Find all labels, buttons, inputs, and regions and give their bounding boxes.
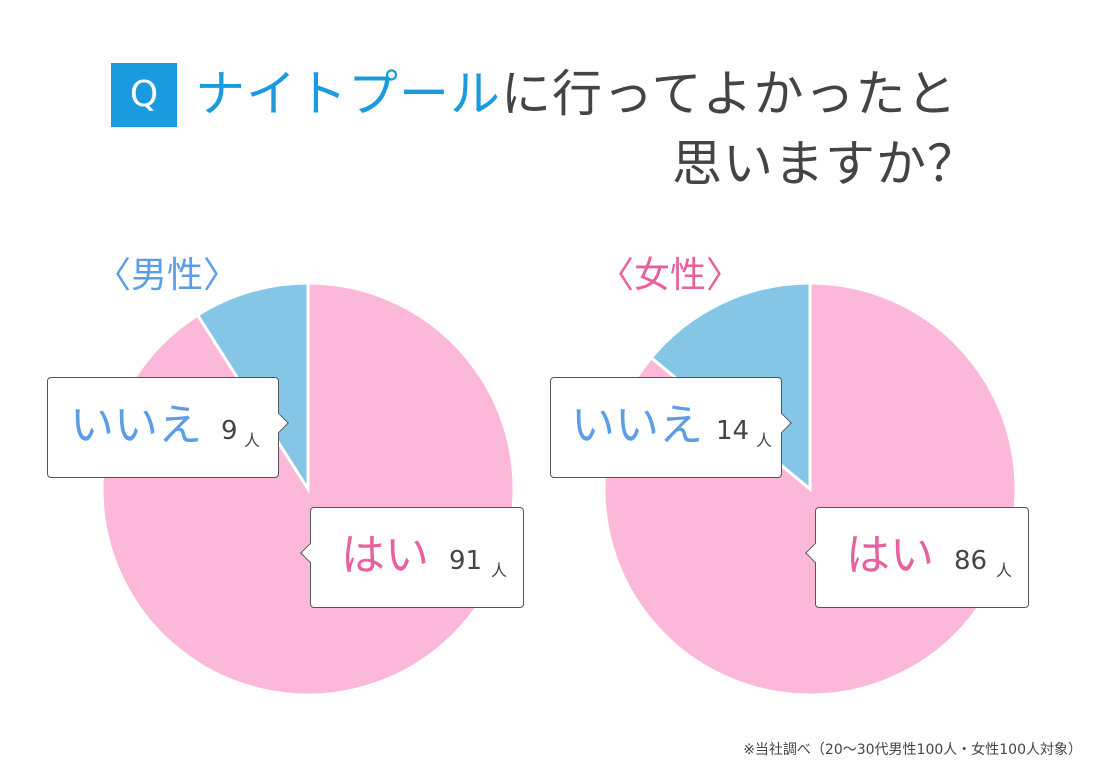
- male-yes-label: はい: [341, 530, 429, 581]
- female-no-value: 14: [716, 416, 750, 446]
- title-block: Q ナイトプールに行ってよかったと 思いますか？: [0, 0, 1100, 200]
- footnote: ※当社調べ（20〜30代男性100人・女性100人対象）: [743, 742, 1082, 758]
- male-no-unit: 人: [244, 431, 261, 450]
- question-title-line2: 思いますか？: [672, 135, 978, 193]
- question-badge: Q: [111, 63, 177, 127]
- question-title-highlight: ナイトプール: [195, 65, 501, 123]
- female-no-unit: 人: [756, 431, 773, 450]
- female-yes-value: 86: [954, 546, 988, 576]
- male-yes-callout: はい 91 人: [300, 507, 524, 608]
- chart-title-male: 〈男性〉: [95, 255, 239, 296]
- male-no-label: いいえ: [70, 400, 202, 451]
- female-yes-callout: はい 86 人: [805, 507, 1029, 608]
- chart-title-female: 〈女性〉: [598, 255, 742, 296]
- question-title-rest: に行ってよかったと: [501, 65, 958, 123]
- question-title-line1: ナイトプールに行ってよかったと: [195, 58, 958, 130]
- male-yes-unit: 人: [491, 561, 508, 580]
- male-yes-value: 91: [449, 546, 483, 576]
- female-yes-label: はい: [846, 530, 934, 581]
- female-no-callout: いいえ 14 人: [550, 377, 792, 478]
- male-no-value: 9: [221, 416, 238, 446]
- female-yes-unit: 人: [996, 561, 1013, 580]
- female-no-label: いいえ: [571, 400, 703, 451]
- male-no-callout: いいえ 9 人: [47, 377, 289, 478]
